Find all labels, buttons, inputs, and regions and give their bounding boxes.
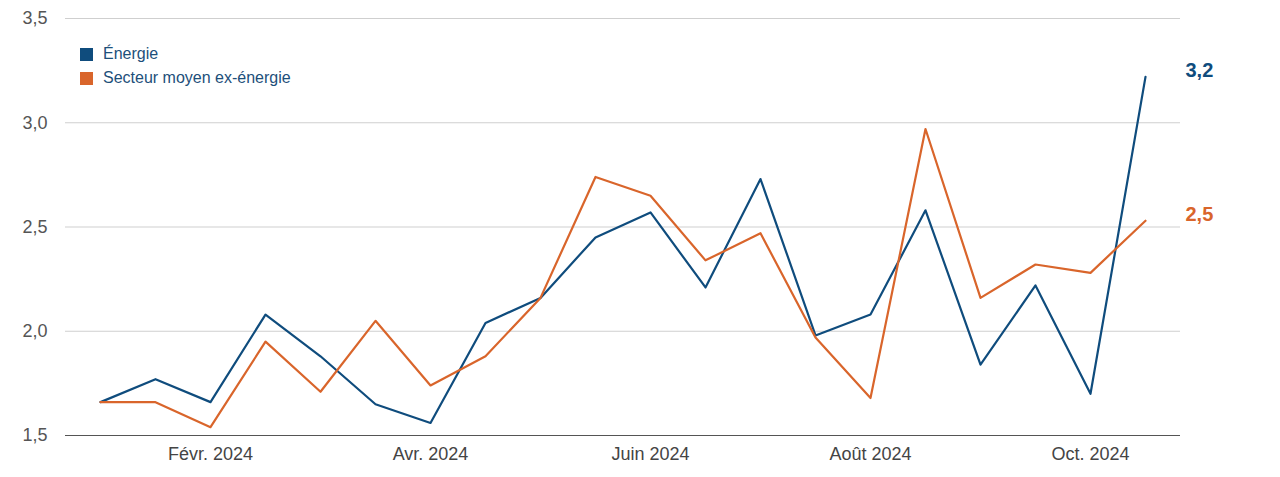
svg-text:Août 2024: Août 2024 bbox=[829, 444, 911, 464]
svg-text:1,5: 1,5 bbox=[22, 425, 47, 445]
svg-text:2,5: 2,5 bbox=[22, 217, 47, 237]
svg-text:2,5: 2,5 bbox=[1186, 203, 1214, 225]
svg-text:3,2: 3,2 bbox=[1186, 59, 1214, 81]
svg-text:Juin 2024: Juin 2024 bbox=[611, 444, 689, 464]
html-text:Secteur moyen ex-énergie: Secteur moyen ex-énergie bbox=[103, 69, 291, 86]
svg-text:Avr. 2024: Avr. 2024 bbox=[393, 444, 469, 464]
svg-text:3,0: 3,0 bbox=[22, 113, 47, 133]
html-text:Énergie: Énergie bbox=[103, 45, 159, 62]
svg-text:3,5: 3,5 bbox=[22, 8, 47, 28]
svg-text:Févr. 2024: Févr. 2024 bbox=[168, 444, 253, 464]
svg-text:2,0: 2,0 bbox=[22, 321, 47, 341]
svg-text:Oct. 2024: Oct. 2024 bbox=[1051, 444, 1129, 464]
